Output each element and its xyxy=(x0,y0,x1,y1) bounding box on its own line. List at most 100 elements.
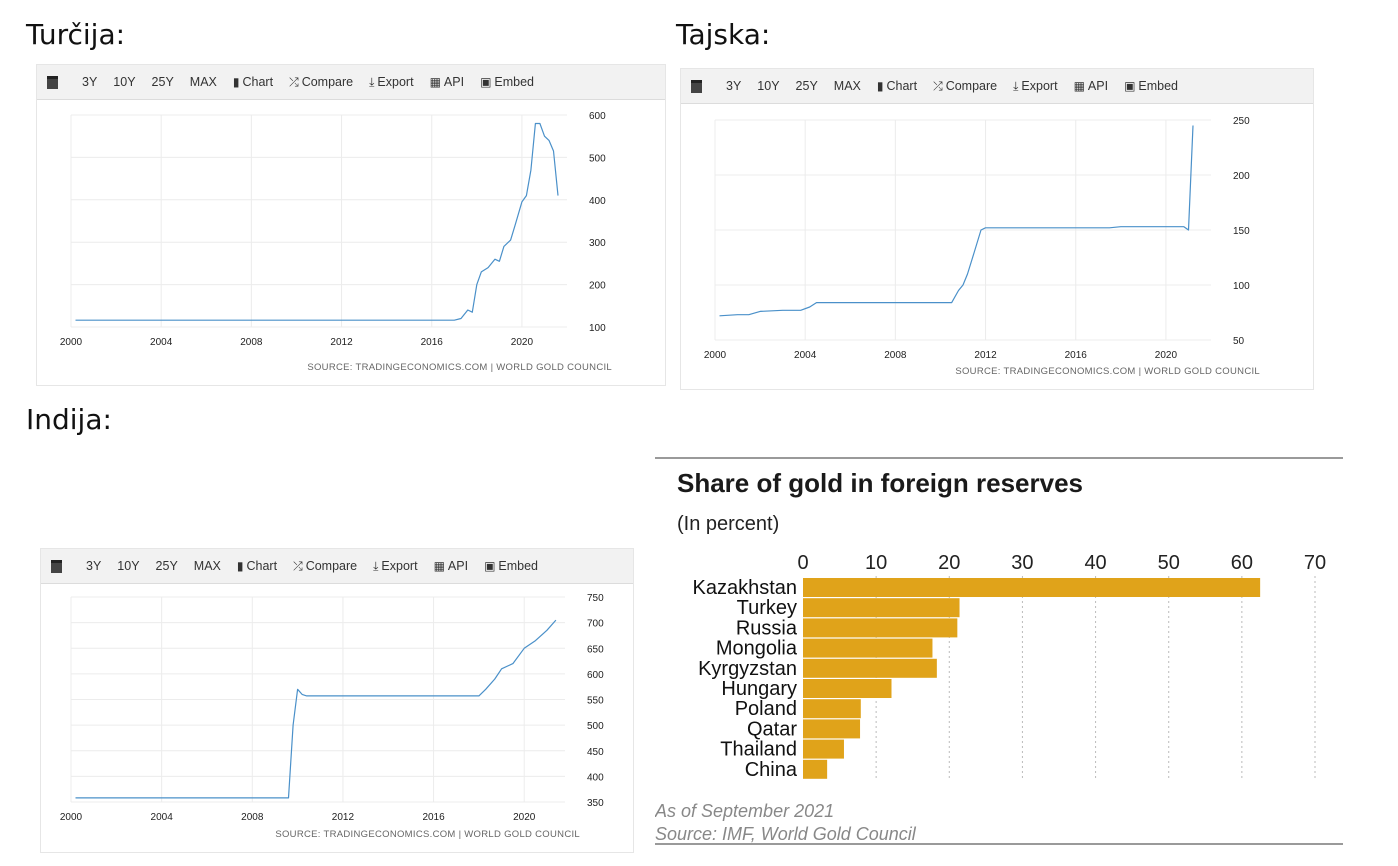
shuffle-icon: ⤮ xyxy=(289,74,299,89)
category-label: Turkey xyxy=(737,597,797,619)
x-tick-label: 2020 xyxy=(1155,350,1178,361)
source-label: SOURCE: TRADINGECONOMICS.COM | WORLD GOL… xyxy=(307,362,612,373)
y-tick-label: 400 xyxy=(587,772,604,783)
y-tick-label: 600 xyxy=(587,670,604,681)
toolbar-3y-button[interactable]: 3Y xyxy=(726,79,741,93)
y-tick-label: 500 xyxy=(587,721,604,732)
bar xyxy=(803,618,958,638)
toolbar-chart-button[interactable]: ▮ Chart xyxy=(237,559,277,573)
x-tick-label: 2008 xyxy=(241,812,264,823)
toolbar-embed-button[interactable]: ▣ Embed xyxy=(1124,79,1178,93)
line-chart-india: 2000 2004 2008 2012 2016 2020 350 400 450 500 550 6… xyxy=(60,593,604,840)
y-tick-label: 200 xyxy=(589,281,606,292)
toolbar-label: 10Y xyxy=(117,559,140,573)
toolbar-label: Chart xyxy=(242,75,274,89)
category-label: Mongolia xyxy=(716,638,798,660)
toolbar-label: 25Y xyxy=(155,559,178,573)
toolbar-25y-button[interactable]: 25Y xyxy=(796,79,818,93)
toolbar-label: Embed xyxy=(494,75,535,89)
toolbar-label: Embed xyxy=(1138,79,1179,93)
toolbar-compare-button[interactable]: ⤮ Compare xyxy=(289,75,353,90)
toolbar-label: 3Y xyxy=(726,79,742,93)
heading-thailand: Tajska: xyxy=(676,18,771,51)
toolbar-chart-button[interactable]: ▮ Chart xyxy=(233,75,273,89)
toolbar-api-button[interactable]: ▦ API xyxy=(430,75,465,89)
x-tick-label: 70 xyxy=(1304,552,1326,574)
download-icon: ⤓ xyxy=(1013,78,1019,93)
chart-title: Share of gold in foreign reserves xyxy=(677,468,1083,498)
chart-panel-thailand: 3Y 10Y 25Y MAX ▮ Chart ⤮ Compare ⤓ Export ▦ API ▣ Emb… xyxy=(680,68,1314,390)
x-tick-label: 40 xyxy=(1084,552,1106,574)
x-tick-label: 20 xyxy=(938,552,960,574)
toolbar-label: Export xyxy=(381,559,418,573)
toolbar-api-button[interactable]: ▦ API xyxy=(1074,79,1109,93)
toolbar-compare-button[interactable]: ⤮ Compare xyxy=(293,559,357,574)
download-icon: ⤓ xyxy=(373,558,379,573)
y-tick-label: 500 xyxy=(589,153,606,164)
toolbar-api-button[interactable]: ▦ API xyxy=(434,559,469,573)
calendar-icon[interactable] xyxy=(47,75,66,89)
toolbar-3y-button[interactable]: 3Y xyxy=(86,559,101,573)
toolbar-export-button[interactable]: ⤓ Export xyxy=(369,75,413,90)
toolbar-10y-button[interactable]: 10Y xyxy=(113,75,135,89)
x-tick-label: 0 xyxy=(797,552,808,574)
toolbar-export-button[interactable]: ⤓ Export xyxy=(373,559,417,574)
x-tick-label: 2012 xyxy=(330,337,353,348)
toolbar-25y-button[interactable]: 25Y xyxy=(152,75,174,89)
y-tick-label: 600 xyxy=(589,111,606,122)
series-line xyxy=(75,122,559,321)
chart-subtitle: (In percent) xyxy=(677,513,779,535)
x-tick-label: 60 xyxy=(1231,552,1253,574)
shuffle-icon: ⤮ xyxy=(293,558,303,573)
toolbar-compare-button[interactable]: ⤮ Compare xyxy=(933,79,997,94)
toolbar-label: Export xyxy=(1021,79,1058,93)
y-tick-label: 150 xyxy=(1233,226,1250,237)
category-label: China xyxy=(745,759,798,781)
toolbar-label: Chart xyxy=(246,559,278,573)
toolbar-label: API xyxy=(447,559,469,573)
toolbar-chart-button[interactable]: ▮ Chart xyxy=(877,79,917,93)
x-tick-label: 2012 xyxy=(974,350,997,361)
toolbar-max-button[interactable]: MAX xyxy=(834,79,861,93)
toolbar-label: Compare xyxy=(945,79,998,93)
gold-share-chart: Share of gold in foreign reserves (In per… xyxy=(655,457,1343,847)
toolbar-10y-button[interactable]: 10Y xyxy=(757,79,779,93)
heading-turkey: Turčija: xyxy=(26,18,126,51)
category-label: Poland xyxy=(735,698,797,720)
line-chart-thailand: 2000 2004 2008 2012 2016 2020 50 100 150 200 250 SO… xyxy=(704,116,1260,377)
toolbar-label: 25Y xyxy=(151,75,174,89)
heading-india: Indija: xyxy=(26,403,112,436)
toolbar-max-button[interactable]: MAX xyxy=(194,559,221,573)
image-icon: ▣ xyxy=(480,75,492,89)
y-tick-label: 100 xyxy=(1233,281,1250,292)
toolbar-embed-button[interactable]: ▣ Embed xyxy=(480,75,534,89)
download-icon: ⤓ xyxy=(369,74,375,89)
x-tick-label: 2020 xyxy=(513,812,536,823)
x-tick-label: 2012 xyxy=(332,812,355,823)
x-tick-label: 2004 xyxy=(151,812,174,823)
toolbar-export-button[interactable]: ⤓ Export xyxy=(1013,79,1057,94)
bar xyxy=(803,658,937,678)
toolbar-label: MAX xyxy=(193,559,221,573)
toolbar-10y-button[interactable]: 10Y xyxy=(117,559,139,573)
x-tick-label: 10 xyxy=(865,552,887,574)
toolbar-3y-button[interactable]: 3Y xyxy=(82,75,97,89)
toolbar-label: Compare xyxy=(305,559,358,573)
toolbar-max-button[interactable]: MAX xyxy=(190,75,217,89)
calendar-icon[interactable] xyxy=(691,79,710,93)
toolbar-label: 10Y xyxy=(113,75,136,89)
toolbar-label: 3Y xyxy=(86,559,102,573)
chart-panel-turkey: 3Y 10Y 25Y MAX ▮ Chart ⤮ Compare ⤓ Export ▦ API ▣ Emb… xyxy=(36,64,666,386)
category-label: Qatar xyxy=(747,718,797,740)
series-line xyxy=(719,125,1194,317)
toolbar-embed-button[interactable]: ▣ Embed xyxy=(484,559,538,573)
x-tick-label: 2000 xyxy=(60,337,83,348)
bar xyxy=(803,598,960,618)
image-icon: ▣ xyxy=(484,559,496,573)
calendar-icon[interactable] xyxy=(51,559,70,573)
toolbar-25y-button[interactable]: 25Y xyxy=(156,559,178,573)
source-label: SOURCE: TRADINGECONOMICS.COM | WORLD GOL… xyxy=(275,829,580,840)
y-tick-label: 400 xyxy=(589,196,606,207)
y-tick-label: 750 xyxy=(587,593,604,604)
chart-note: As of September 2021 xyxy=(655,801,834,821)
